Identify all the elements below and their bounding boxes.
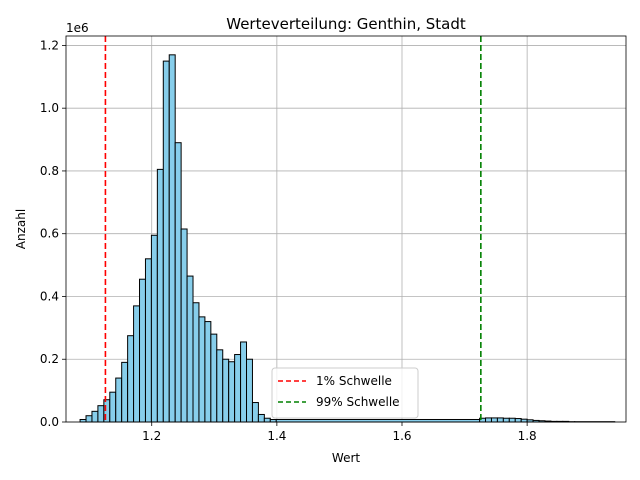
histogram-bar bbox=[234, 354, 242, 423]
histogram-bar bbox=[168, 54, 176, 423]
histogram-bar bbox=[186, 275, 194, 423]
legend-label-99pct: 99% Schwelle bbox=[316, 395, 400, 409]
histogram-bar bbox=[198, 316, 206, 423]
histogram-bar bbox=[520, 418, 528, 423]
histogram-bar bbox=[133, 305, 141, 423]
histogram-bars bbox=[79, 54, 616, 423]
histogram-bar bbox=[228, 361, 236, 423]
histogram-bar bbox=[204, 321, 212, 423]
histogram-bar bbox=[162, 60, 170, 423]
x-axis-ticks: 1.2 1.4 1.6 1.8 bbox=[142, 422, 537, 443]
y-axis-label: Anzahl bbox=[14, 209, 28, 249]
y-tick-label: 0.4 bbox=[40, 289, 59, 303]
x-axis-label: Wert bbox=[332, 451, 360, 465]
histogram-bar bbox=[216, 349, 224, 423]
histogram-bar bbox=[263, 417, 271, 423]
histogram-bar bbox=[91, 410, 99, 423]
histogram-bar bbox=[115, 377, 123, 423]
y-tick-label: 0.2 bbox=[40, 352, 59, 366]
histogram-bar bbox=[150, 234, 158, 423]
plot-frame bbox=[65, 35, 627, 423]
y-tick-label: 1.2 bbox=[40, 38, 59, 52]
histogram-bar bbox=[97, 405, 105, 423]
legend-box bbox=[271, 367, 419, 419]
histogram-bar bbox=[156, 168, 164, 423]
histogram-bar bbox=[246, 358, 253, 423]
histogram-bar bbox=[174, 142, 182, 423]
histogram-bar bbox=[127, 335, 135, 423]
histogram-bar bbox=[139, 278, 146, 423]
histogram-bar bbox=[121, 361, 129, 423]
histogram-bar bbox=[240, 341, 248, 423]
histogram-bar bbox=[496, 417, 504, 423]
chart-title: Werteverteilung: Genthin, Stadt bbox=[226, 15, 466, 33]
y-tick-label: 1.0 bbox=[40, 101, 59, 115]
histogram-bar bbox=[251, 402, 259, 423]
histogram-bar bbox=[485, 417, 492, 423]
y-axis-offset-label: 1e6 bbox=[66, 21, 89, 35]
y-tick-label: 0.8 bbox=[40, 164, 59, 178]
histogram-bar bbox=[490, 417, 498, 423]
y-tick-label: 0.0 bbox=[40, 415, 59, 429]
histogram-bar bbox=[180, 228, 188, 423]
histogram-bar bbox=[109, 391, 117, 423]
x-tick-label: 1.8 bbox=[518, 429, 537, 443]
y-tick-label: 0.6 bbox=[40, 227, 59, 241]
histogram-bar bbox=[508, 417, 516, 423]
histogram-bar bbox=[85, 415, 93, 423]
histogram-bar bbox=[502, 417, 510, 423]
histogram-bar bbox=[192, 302, 200, 423]
y-axis-ticks: 0.0 0.2 0.4 0.6 0.8 1.0 1.2 bbox=[40, 38, 66, 429]
x-tick-label: 1.4 bbox=[267, 429, 286, 443]
legend: 1% Schwelle 99% Schwelle bbox=[271, 367, 419, 419]
threshold-lines bbox=[104, 36, 482, 422]
x-tick-label: 1.2 bbox=[142, 429, 161, 443]
histogram-bar bbox=[257, 413, 265, 423]
histogram-bar bbox=[210, 333, 218, 423]
histogram-bar bbox=[222, 358, 230, 423]
histogram-bar bbox=[514, 418, 522, 423]
legend-label-1pct: 1% Schwelle bbox=[316, 374, 392, 388]
x-tick-label: 1.6 bbox=[392, 429, 411, 443]
histogram-bar bbox=[144, 258, 152, 423]
